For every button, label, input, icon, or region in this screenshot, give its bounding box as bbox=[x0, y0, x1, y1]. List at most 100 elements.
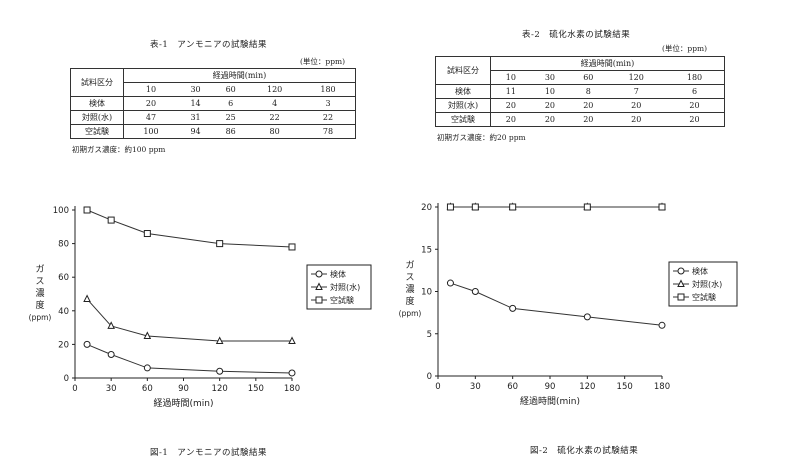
chart1-x-tick-label: 0 bbox=[72, 384, 77, 394]
table2: 試料区分 経過時間(min) 10 30 60 120 180 検体 11 10… bbox=[435, 56, 726, 127]
chart1-x-tick-label: 120 bbox=[212, 384, 228, 394]
chart1-x-tick-label: 60 bbox=[142, 384, 153, 394]
chart2-marker bbox=[583, 203, 591, 211]
chart1-marker bbox=[143, 364, 151, 372]
table2-cell: 20 bbox=[490, 112, 531, 127]
chart1-series-line bbox=[86, 343, 293, 374]
chart1-legend-marker bbox=[315, 282, 323, 290]
chart2-y-label: 度 bbox=[405, 295, 414, 307]
chart1-marker bbox=[83, 206, 91, 214]
chart1-x-tick-label: 150 bbox=[248, 384, 264, 394]
chart2-marker bbox=[446, 279, 454, 287]
chart1-legend-label: 対照(水) bbox=[330, 282, 360, 292]
chart1-legend-label: 検体 bbox=[330, 269, 346, 279]
chart1-marker bbox=[83, 294, 91, 303]
chart2-x-tick-label: 0 bbox=[435, 382, 440, 392]
table2-unit: (単位：ppm) bbox=[662, 44, 708, 53]
chart1-marker bbox=[288, 369, 296, 377]
chart2-x-tick-label: 180 bbox=[654, 382, 670, 392]
chart1-legend-marker bbox=[315, 296, 323, 304]
table1-note: 初期ガス濃度：約100 ppm bbox=[72, 145, 166, 154]
chart2-x-tick-label: 30 bbox=[470, 382, 481, 392]
chart2-y-tick-label: 15 bbox=[421, 245, 432, 255]
chart1-marker bbox=[216, 240, 224, 248]
chart1-x-tick-label: 30 bbox=[106, 384, 117, 394]
chart1-marker bbox=[288, 243, 296, 251]
chart2-y-label: 濃 bbox=[405, 283, 414, 295]
chart2-legend-label: 検体 bbox=[692, 266, 708, 276]
table1-cell: 94 bbox=[177, 124, 214, 139]
chart1-y-label: 度 bbox=[35, 299, 44, 311]
table2-cell: 20 bbox=[665, 112, 726, 127]
chart2-series-line bbox=[450, 282, 663, 326]
table2-cell: 20 bbox=[607, 112, 666, 127]
chart2-caption: 図-2 硫化水素の試験結果 bbox=[530, 446, 639, 456]
chart2-y-tick-label: 10 bbox=[421, 288, 432, 298]
chart1-x-tick-label: 180 bbox=[284, 384, 300, 394]
chart1-y-label: ガ bbox=[35, 264, 44, 275]
chart2-legend-label: 対照(水) bbox=[692, 279, 722, 289]
chart2-y-label: (ppm) bbox=[399, 309, 422, 318]
table2-header-row: 試料区分 bbox=[435, 56, 491, 85]
chart2-x-tick-label: 90 bbox=[545, 382, 556, 392]
chart1-legend-label: 空試験 bbox=[330, 295, 354, 305]
chart1-marker bbox=[216, 367, 224, 375]
table1-cell: 100 bbox=[123, 124, 178, 139]
chart1-marker bbox=[143, 230, 151, 238]
chart2-marker bbox=[471, 203, 479, 211]
chart2-marker bbox=[446, 203, 454, 211]
chart2-x-tick-label: 120 bbox=[579, 382, 595, 392]
table1-row-label: 空試験 bbox=[70, 124, 124, 139]
chart1-y-tick-label: 0 bbox=[64, 374, 69, 384]
chart1-y-tick-label: 100 bbox=[53, 206, 69, 216]
chart2-x-tick-label: 150 bbox=[617, 382, 633, 392]
chart2-y-tick-label: 5 bbox=[427, 330, 432, 340]
chart2-x-label: 経過時間(min) bbox=[520, 395, 580, 407]
table1-cell: 78 bbox=[301, 124, 356, 139]
chart2-marker bbox=[658, 321, 666, 329]
table2-title: 表-2 硫化水素の試験結果 bbox=[522, 30, 631, 40]
table2-cell: 20 bbox=[530, 112, 570, 127]
chart2-y-label: ス bbox=[405, 273, 414, 283]
chart1-marker bbox=[107, 321, 115, 329]
table1-cell: 80 bbox=[248, 124, 301, 139]
chart2-legend-label: 空試験 bbox=[692, 292, 716, 302]
chart1-marker bbox=[215, 336, 224, 345]
chart2-marker bbox=[471, 288, 479, 295]
chart1-y-label: ス bbox=[35, 277, 44, 287]
chart2-marker bbox=[583, 313, 591, 321]
chart1-y-label: (ppm) bbox=[29, 313, 52, 322]
chart1-legend-marker bbox=[315, 270, 323, 278]
chart2-legend-marker bbox=[677, 293, 685, 301]
chart1-series-line bbox=[86, 209, 293, 248]
chart1-marker bbox=[107, 216, 115, 224]
chart1-marker bbox=[107, 350, 115, 358]
chart1-y-tick-label: 80 bbox=[58, 240, 69, 250]
table2-cell: 20 bbox=[569, 112, 608, 127]
chart1-x-tick-label: 90 bbox=[178, 384, 189, 394]
chart2-x-tick-label: 60 bbox=[507, 382, 518, 392]
chart2-marker bbox=[509, 304, 517, 312]
table1: 試料区分 経過時間(min) 10 30 60 120 180 検体 20 14… bbox=[70, 68, 356, 139]
chart1-y-tick-label: 60 bbox=[58, 273, 69, 283]
table1-cell: 86 bbox=[213, 124, 249, 139]
table1-title: 表-1 アンモニアの試験結果 bbox=[150, 40, 267, 50]
chart1-marker bbox=[288, 336, 296, 345]
chart1-marker bbox=[143, 331, 152, 339]
chart2-legend-marker bbox=[677, 267, 685, 275]
table1-header-row: 試料区分 bbox=[70, 68, 124, 97]
chart1-y-label: 濃 bbox=[35, 287, 44, 299]
chart2-y-label: ガ bbox=[405, 260, 414, 271]
chart1-x-label: 経過時間(min) bbox=[154, 397, 214, 409]
table1-unit: (単位：ppm) bbox=[300, 57, 346, 66]
chart2-marker bbox=[658, 203, 666, 211]
chart1-caption: 図-1 アンモニアの試験結果 bbox=[150, 448, 267, 458]
chart1-series-line bbox=[86, 298, 292, 342]
chart1-y-tick-label: 20 bbox=[58, 340, 69, 350]
chart2-y-tick-label: 20 bbox=[421, 203, 432, 213]
chart1-marker bbox=[83, 340, 91, 348]
chart1-y-tick-label: 40 bbox=[58, 307, 69, 317]
table2-note: 初期ガス濃度：約20 ppm bbox=[437, 133, 526, 142]
chart2-y-tick-label: 0 bbox=[427, 372, 432, 382]
